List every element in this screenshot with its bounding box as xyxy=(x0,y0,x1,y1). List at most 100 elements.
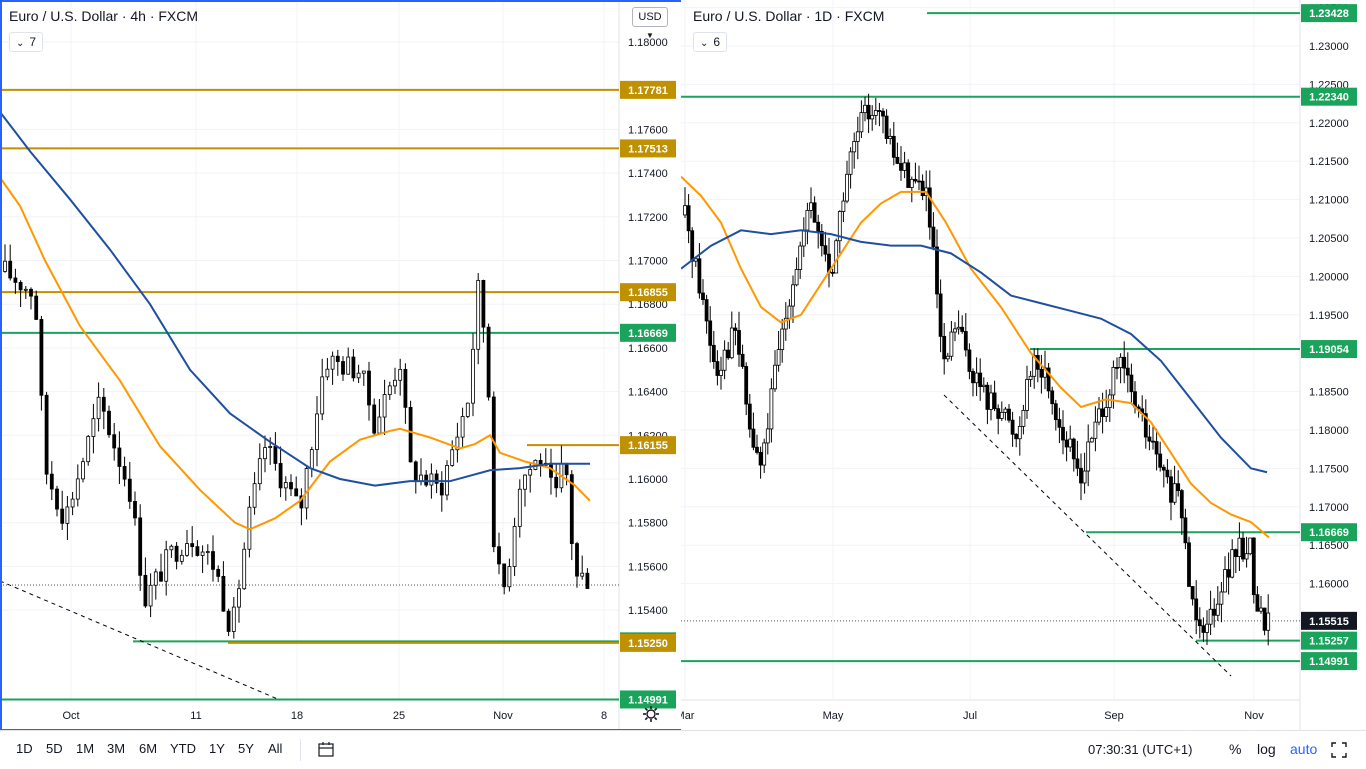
clock-timezone[interactable]: 07:30:31 (UTC+1) xyxy=(1088,742,1193,757)
chart-pane-right[interactable]: 1.235001.230001.225001.220001.215001.210… xyxy=(681,0,1366,730)
candle xyxy=(1251,537,1256,604)
candle xyxy=(1079,453,1083,501)
price-tag-1.16669-label: 1.16669 xyxy=(1309,527,1349,539)
timeframe-3m[interactable]: 3M xyxy=(107,741,126,756)
candle xyxy=(476,273,481,365)
candle xyxy=(960,315,965,334)
candle xyxy=(39,315,44,411)
candle xyxy=(1161,464,1166,488)
candle xyxy=(1017,416,1022,456)
candle xyxy=(920,174,925,201)
time-axis-label: Nov xyxy=(493,710,513,722)
candle xyxy=(377,399,382,435)
auto-scale-button[interactable]: auto xyxy=(1290,741,1318,757)
candle xyxy=(205,544,210,565)
candle xyxy=(263,435,267,473)
candle xyxy=(819,224,824,257)
candle xyxy=(1219,582,1224,623)
candle xyxy=(873,97,878,125)
trendline-dashed xyxy=(943,394,1232,677)
candle xyxy=(367,361,371,421)
time-axis-label: 8 xyxy=(601,710,607,722)
candle xyxy=(1057,407,1062,444)
candle xyxy=(859,100,864,139)
candle xyxy=(981,377,986,393)
candle xyxy=(733,323,738,346)
candle xyxy=(751,412,756,451)
candle xyxy=(683,187,687,219)
percent-scale-button[interactable]: % xyxy=(1229,741,1242,757)
candle xyxy=(924,170,929,212)
timeframe-1y[interactable]: 1Y xyxy=(209,741,225,756)
candle xyxy=(884,109,889,144)
timeframe-6m[interactable]: 6M xyxy=(139,741,158,756)
timeframe-5y[interactable]: 5Y xyxy=(238,741,254,756)
candle xyxy=(372,398,377,437)
candle xyxy=(906,159,911,188)
candle xyxy=(690,227,695,279)
price-tag-1.17513-tag xyxy=(620,139,676,158)
price-tag-1.15515-label: 1.15515 xyxy=(1309,616,1349,628)
fullscreen-icon[interactable] xyxy=(1331,742,1347,758)
candle xyxy=(413,460,418,494)
candle xyxy=(1115,357,1119,380)
price-tag-1.16669-tag xyxy=(620,323,676,342)
candle xyxy=(1165,459,1170,484)
candle xyxy=(221,561,226,612)
indicators-toggle-right[interactable]: ⌄ 6 xyxy=(693,32,728,52)
calendar-icon[interactable] xyxy=(317,740,335,758)
candle xyxy=(216,565,221,583)
log-scale-button[interactable]: log xyxy=(1257,741,1276,757)
candle xyxy=(1061,410,1065,455)
candle xyxy=(1064,431,1069,462)
timeframe-ytd[interactable]: YTD xyxy=(170,741,196,756)
axis-tick-label: 1.18000 xyxy=(628,37,668,49)
candle xyxy=(278,446,283,498)
candle xyxy=(1248,537,1253,556)
candle xyxy=(1007,404,1011,423)
candle xyxy=(737,311,741,367)
candle xyxy=(1053,399,1058,431)
axis-tick-label: 1.17600 xyxy=(628,124,668,136)
candle xyxy=(294,476,299,497)
candle xyxy=(1089,436,1094,443)
indicators-toggle-left[interactable]: ⌄ 7 xyxy=(9,32,44,52)
time-axis-label: Mar xyxy=(681,710,695,722)
currency-button[interactable]: USD ▼ xyxy=(632,7,668,40)
candle xyxy=(1028,370,1033,387)
candle xyxy=(86,435,91,466)
candle xyxy=(351,349,356,382)
candle xyxy=(1183,508,1188,550)
candle xyxy=(153,568,158,600)
timeframe-1d[interactable]: 1D xyxy=(16,741,33,756)
candle xyxy=(200,545,205,574)
ema-slow-line xyxy=(681,229,1268,474)
candle xyxy=(801,217,806,258)
candle xyxy=(1104,389,1109,422)
candle xyxy=(837,210,842,254)
chart-canvas-left[interactable]: 1.18000 1.17600 1.17400 1.17200 1.17000 1.168… xyxy=(0,0,681,730)
candle xyxy=(502,563,507,595)
chart-pane-left[interactable]: 1.18000 1.17600 1.17400 1.17200 1.17000 1.168… xyxy=(0,0,683,731)
candle xyxy=(1241,532,1245,562)
candle xyxy=(1212,598,1217,628)
candle xyxy=(575,541,579,588)
time-axis-label: Sep xyxy=(1104,710,1124,722)
symbol-title-right[interactable]: Euro / U.S. Dollar · 1D · FXCM xyxy=(693,8,885,24)
candle xyxy=(899,146,903,181)
chart-canvas-right[interactable]: 1.235001.230001.225001.220001.215001.210… xyxy=(681,0,1366,730)
ema-fast-line xyxy=(681,175,1270,539)
gear-icon[interactable] xyxy=(641,704,661,724)
candles-1d xyxy=(683,93,1271,646)
timeframe-all[interactable]: All xyxy=(268,741,283,756)
candle xyxy=(996,404,1001,435)
candle xyxy=(585,568,590,589)
timeframe-5d[interactable]: 5D xyxy=(46,741,63,756)
divider xyxy=(300,739,301,761)
candle xyxy=(315,396,319,467)
candle xyxy=(881,108,885,134)
candle xyxy=(805,202,810,245)
price-tag-1.15515-tag xyxy=(1301,611,1357,630)
timeframe-1m[interactable]: 1M xyxy=(76,741,95,756)
symbol-title-left[interactable]: Euro / U.S. Dollar · 4h · FXCM xyxy=(9,8,199,24)
